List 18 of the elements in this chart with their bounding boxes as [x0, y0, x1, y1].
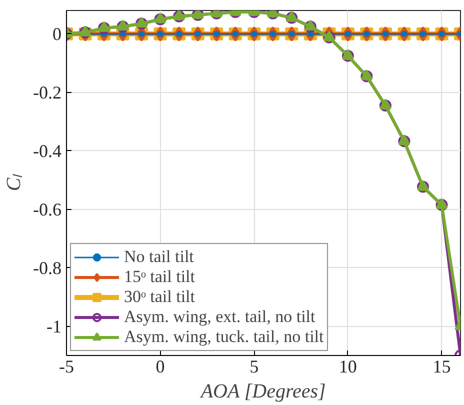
- x-tick-label: 15: [432, 356, 451, 376]
- y-tick-label: -1: [46, 316, 62, 336]
- x-tick-label: 10: [338, 356, 357, 376]
- x-tick-label: 0: [156, 356, 165, 376]
- y-tick-label: -0.6: [33, 199, 62, 220]
- y-tick-label: -0.2: [33, 82, 62, 102]
- y-tick-label: -0.4: [33, 140, 62, 161]
- x-tick-label: -5: [59, 356, 74, 376]
- y-tick-label: -0.8: [33, 258, 62, 278]
- legend-label: No tail tilt: [124, 247, 194, 267]
- legend-label: 30ᵒ tail tilt: [124, 287, 196, 307]
- legend-label: Asym. wing, tuck. tail, no tilt: [124, 327, 324, 347]
- x-tick-label: 5: [250, 356, 259, 376]
- y-axis-title: Cₗ: [3, 172, 26, 192]
- legend-label: 15ᵒ tail tilt: [124, 267, 196, 287]
- x-axis-title: AOA [Degrees]: [198, 380, 326, 402]
- legend-label: Asym. wing, ext. tail, no tilt: [124, 307, 316, 327]
- y-tick-label: 0: [52, 24, 62, 44]
